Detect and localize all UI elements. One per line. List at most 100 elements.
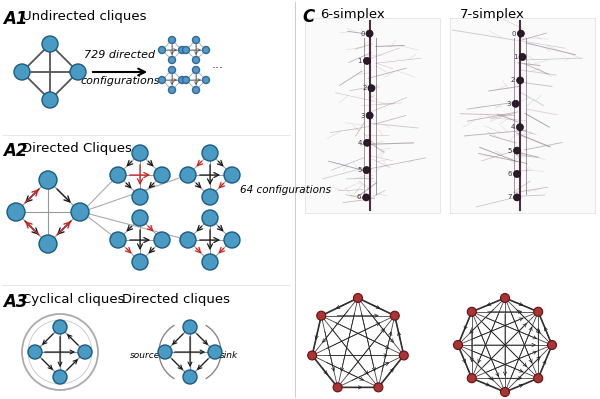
- Circle shape: [180, 167, 196, 183]
- Circle shape: [132, 254, 148, 270]
- Circle shape: [42, 92, 58, 108]
- Circle shape: [203, 77, 209, 83]
- Circle shape: [454, 340, 463, 350]
- Circle shape: [53, 320, 67, 334]
- Circle shape: [71, 203, 89, 221]
- Text: ...: ...: [212, 59, 224, 71]
- Circle shape: [467, 307, 476, 316]
- Circle shape: [158, 77, 166, 83]
- Circle shape: [28, 345, 42, 359]
- Circle shape: [169, 57, 176, 63]
- Circle shape: [158, 345, 172, 359]
- Circle shape: [202, 189, 218, 205]
- Circle shape: [202, 254, 218, 270]
- Text: 64 configurations: 64 configurations: [240, 185, 331, 195]
- Circle shape: [317, 311, 326, 320]
- Circle shape: [512, 100, 519, 107]
- Circle shape: [169, 87, 176, 93]
- Circle shape: [7, 203, 25, 221]
- Text: Directed cliques: Directed cliques: [122, 293, 230, 306]
- Circle shape: [514, 147, 521, 154]
- Circle shape: [169, 67, 176, 73]
- Circle shape: [400, 351, 409, 360]
- Circle shape: [519, 53, 526, 61]
- Text: Cyclical cliques: Cyclical cliques: [22, 293, 125, 306]
- Text: configurations: configurations: [80, 76, 160, 86]
- Text: 3: 3: [361, 113, 365, 119]
- Circle shape: [202, 210, 218, 226]
- Circle shape: [110, 167, 126, 183]
- Text: 6-simplex: 6-simplex: [320, 8, 385, 21]
- Circle shape: [110, 232, 126, 248]
- Circle shape: [179, 47, 185, 53]
- Circle shape: [193, 36, 199, 43]
- Text: Undirected cliques: Undirected cliques: [22, 10, 146, 23]
- Text: Directed Cliques: Directed Cliques: [22, 142, 132, 155]
- Circle shape: [202, 145, 218, 161]
- Circle shape: [179, 77, 185, 83]
- Circle shape: [362, 194, 370, 201]
- Text: 4: 4: [358, 140, 362, 146]
- Circle shape: [500, 294, 509, 302]
- Circle shape: [368, 85, 375, 92]
- Circle shape: [158, 47, 166, 53]
- Circle shape: [363, 167, 370, 174]
- Text: 5: 5: [358, 167, 362, 173]
- Circle shape: [132, 189, 148, 205]
- Circle shape: [514, 194, 520, 201]
- Text: 1: 1: [358, 58, 362, 64]
- Circle shape: [183, 320, 197, 334]
- Text: source: source: [130, 352, 160, 361]
- Circle shape: [308, 351, 317, 360]
- Text: 729 directed: 729 directed: [85, 50, 155, 60]
- Circle shape: [390, 311, 399, 320]
- Circle shape: [183, 370, 197, 384]
- Circle shape: [224, 167, 240, 183]
- Circle shape: [132, 210, 148, 226]
- Text: 7: 7: [508, 194, 512, 200]
- Circle shape: [500, 387, 509, 397]
- Text: 6: 6: [508, 171, 512, 177]
- Circle shape: [364, 139, 371, 146]
- Circle shape: [169, 36, 176, 43]
- Circle shape: [534, 374, 543, 383]
- Circle shape: [514, 170, 520, 178]
- FancyBboxPatch shape: [305, 18, 440, 213]
- Circle shape: [534, 307, 543, 316]
- Circle shape: [53, 370, 67, 384]
- Text: A1: A1: [3, 10, 28, 28]
- Text: sink: sink: [220, 352, 238, 361]
- Circle shape: [182, 47, 190, 53]
- Text: 3: 3: [506, 101, 511, 107]
- FancyBboxPatch shape: [450, 18, 595, 213]
- Circle shape: [333, 383, 342, 392]
- Circle shape: [364, 57, 370, 64]
- Circle shape: [193, 87, 199, 93]
- Text: 2: 2: [511, 77, 515, 83]
- Text: 2: 2: [362, 85, 367, 91]
- Text: 6: 6: [357, 194, 361, 200]
- Circle shape: [517, 30, 524, 37]
- Circle shape: [70, 64, 86, 80]
- Circle shape: [14, 64, 30, 80]
- Text: 0: 0: [512, 31, 516, 37]
- Text: 0: 0: [361, 31, 365, 37]
- Text: 7-simplex: 7-simplex: [460, 8, 525, 21]
- Circle shape: [353, 294, 362, 302]
- Circle shape: [42, 36, 58, 52]
- Circle shape: [154, 167, 170, 183]
- Circle shape: [180, 232, 196, 248]
- Circle shape: [224, 232, 240, 248]
- Text: 4: 4: [511, 124, 515, 130]
- Text: 1: 1: [514, 54, 518, 60]
- Circle shape: [78, 345, 92, 359]
- Circle shape: [132, 145, 148, 161]
- Circle shape: [39, 171, 57, 189]
- Circle shape: [366, 112, 373, 119]
- Text: 5: 5: [508, 148, 512, 154]
- Circle shape: [374, 383, 383, 392]
- Text: C: C: [302, 8, 314, 26]
- Text: A2: A2: [3, 142, 28, 160]
- Circle shape: [182, 77, 190, 83]
- Circle shape: [548, 340, 557, 350]
